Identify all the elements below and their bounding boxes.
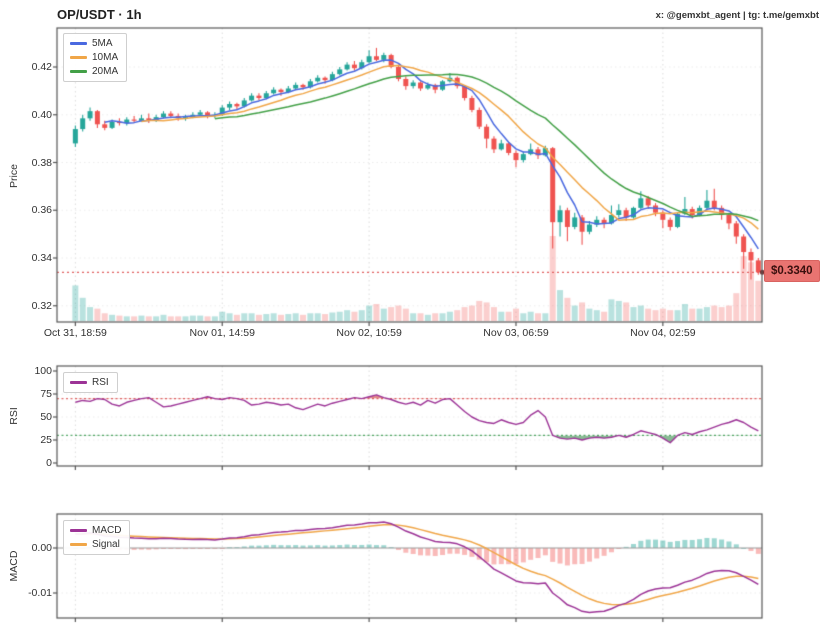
ma-legend-item: 20MA [70,66,118,77]
macd-legend-label: MACD [92,525,122,536]
macd-legend-swatch [70,529,87,532]
price-ytick-label: 0.36 [31,204,52,217]
last-price-tag: $0.3340 [764,260,820,283]
rsi-ytick-label: 75 [40,388,52,400]
price-ytick-label: 0.42 [31,61,52,73]
macd-ytick-label: -0.01 [28,587,52,599]
watermark: x: @gemxbt_agent | tg: t.me/gemxbt [655,10,819,21]
page-title: OP/USDT · 1h [57,7,142,22]
date-xtick-label: Oct 31, 18:59 [43,327,107,339]
price-ytick-label: 0.38 [31,156,52,169]
rsi-legend-swatch [70,381,87,384]
macd-legend-swatch [70,543,87,546]
ma-legend: 5MA 10MA 20MA [63,33,128,82]
ma-legend-item: 10MA [70,52,118,63]
rsi-ytick-label: 0 [46,457,52,469]
ma-legend-label: 10MA [92,52,119,63]
rsi-ytick-label: 50 [40,411,52,423]
rsi-legend-label: RSI [92,377,109,388]
ma-legend-label: 5MA [92,38,113,49]
date-xtick-label: Nov 03, 06:59 [483,327,549,339]
rsi-ytick-label: 25 [40,434,52,446]
price-ytick-label: 0.34 [31,252,52,264]
macd-ytick-label: 0.00 [31,542,52,554]
macd-legend-item: Signal [70,539,121,550]
rsi-ytick-label: 100 [34,365,52,377]
date-xtick-label: Nov 01, 14:59 [189,327,255,339]
price-ytick-label: 0.40 [31,108,52,121]
macd-legend-item: MACD [70,525,121,536]
ma-legend-item: 5MA [70,38,118,49]
price-ytick-label: 0.32 [31,299,52,312]
ma-legend-swatch [70,56,87,59]
ma-legend-swatch [70,42,87,45]
macd-legend: MACD Signal [63,520,131,555]
ma-legend-swatch [70,70,87,73]
date-xtick-label: Nov 02, 10:59 [336,327,402,339]
rsi-legend-item: RSI [70,377,109,388]
macd-legend-label: Signal [92,539,120,550]
date-xtick-label: Nov 04, 02:59 [630,327,696,339]
rsi-legend: RSI [63,372,118,393]
ma-legend-label: 20MA [92,66,119,77]
